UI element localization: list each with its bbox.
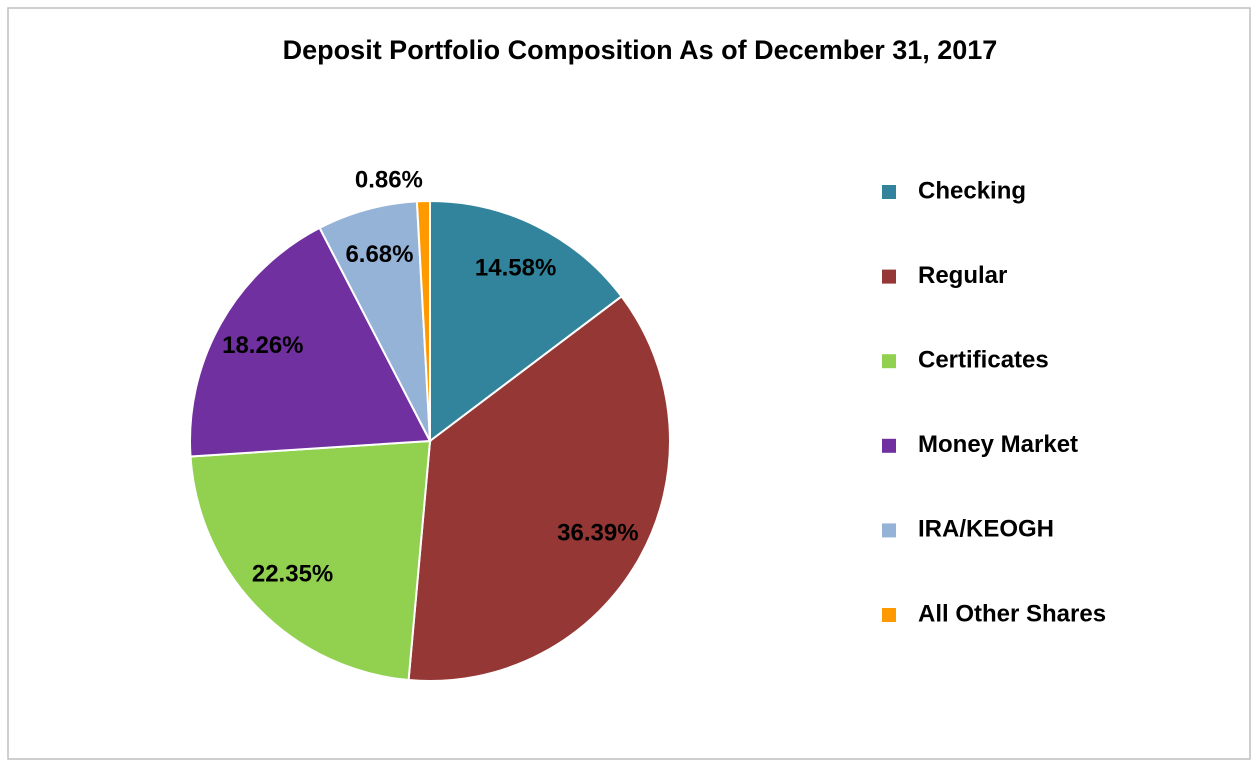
data-label: 0.86% — [355, 166, 423, 193]
legend-swatch — [882, 269, 896, 284]
legend-label: Certificates — [918, 347, 1049, 374]
data-label: 6.68% — [345, 241, 413, 268]
chart-title: Deposit Portfolio Composition As of Dece… — [283, 35, 998, 65]
pie-slice — [189, 226, 432, 458]
legend-label: Regular — [918, 262, 1007, 289]
legend-swatch — [882, 608, 896, 622]
legend-swatch — [882, 354, 896, 369]
legend-swatch — [882, 523, 896, 538]
pie-slice — [429, 199, 623, 444]
legend-swatch — [882, 185, 896, 199]
data-label: 36.39% — [557, 520, 638, 547]
legend-swatch — [882, 438, 896, 453]
legend-label: Checking — [918, 177, 1026, 204]
data-label: 22.35% — [252, 560, 333, 587]
data-label: 18.26% — [222, 332, 303, 359]
pie-slice — [189, 439, 432, 682]
pie-slice — [415, 199, 431, 442]
data-label: 14.58% — [475, 254, 556, 281]
legend-label: All Other Shares — [918, 600, 1106, 627]
legend-label: IRA/KEOGH — [918, 516, 1054, 543]
legend-label: Money Market — [918, 431, 1078, 458]
pie-slice — [407, 295, 671, 682]
